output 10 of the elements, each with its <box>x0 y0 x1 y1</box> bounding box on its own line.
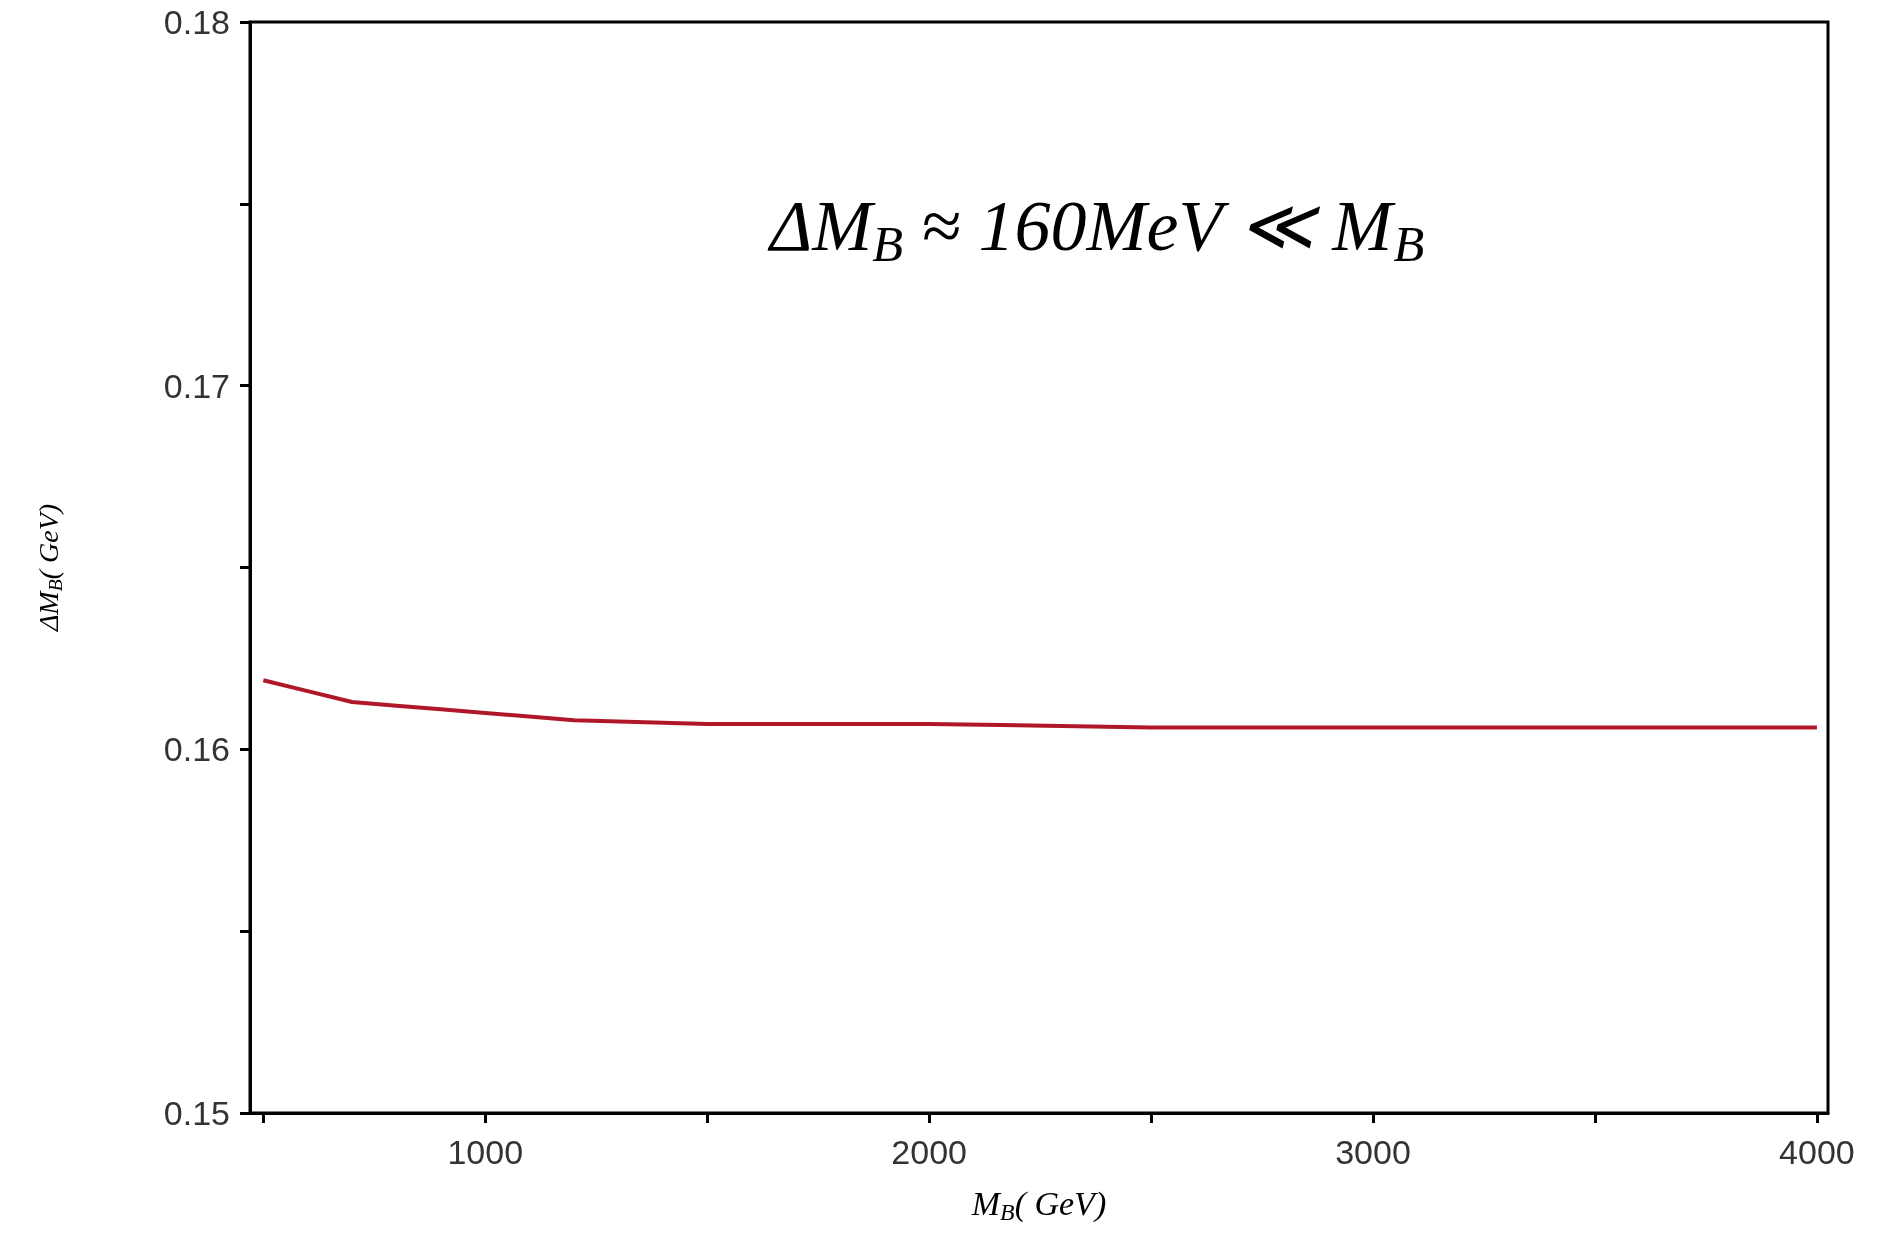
y-tick-label: 0.15 <box>163 1094 230 1132</box>
y-tick-label: 0.18 <box>163 3 230 41</box>
line-series <box>261 678 1819 730</box>
y-tick-label: 0.16 <box>163 730 230 769</box>
y-tick-label: 0.17 <box>163 366 230 405</box>
y-axis-title: ΔMB( GeV) <box>32 503 66 633</box>
x-tick-label: 4000 <box>1779 1133 1855 1171</box>
x-tick-label: 3000 <box>1335 1133 1411 1171</box>
x-tick-label: 2000 <box>891 1133 967 1171</box>
x-tick-label: 1000 <box>447 1133 524 1171</box>
